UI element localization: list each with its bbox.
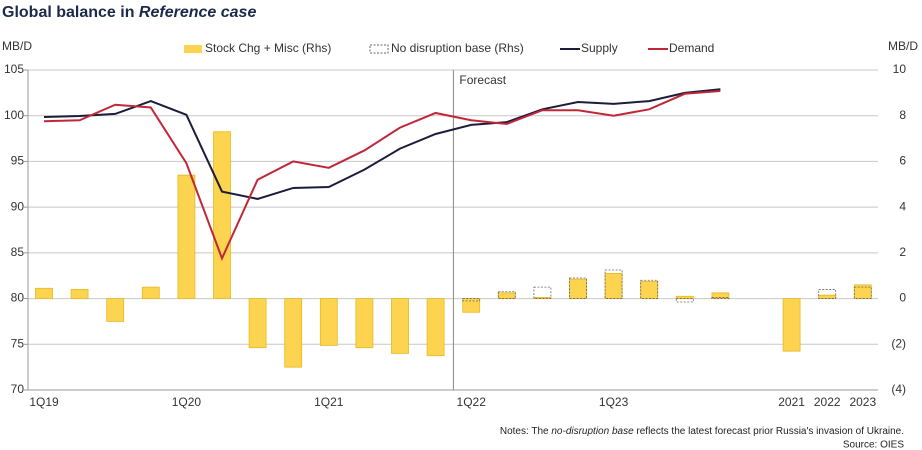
outline-bar xyxy=(533,286,552,299)
outline-bar xyxy=(569,277,587,299)
y-tick-label: 90 xyxy=(11,199,25,213)
y2-tick-label: 10 xyxy=(893,62,907,76)
bar xyxy=(497,292,516,299)
bar xyxy=(426,298,445,357)
chart-title: Global balance in Reference case xyxy=(2,4,256,21)
y-tick-label: 100 xyxy=(4,108,24,122)
y2-tick-label: 4 xyxy=(899,199,906,213)
note-text: Notes: The xyxy=(500,426,552,437)
outline-bar xyxy=(604,269,623,299)
y2-tick-label: (4) xyxy=(891,382,906,396)
title-italic: Reference case xyxy=(139,4,257,21)
bar xyxy=(106,298,125,322)
outline-bar xyxy=(711,297,730,299)
y2-tick-label: 6 xyxy=(899,154,906,168)
x-tick-label: 2021 xyxy=(778,395,805,409)
bar xyxy=(355,298,374,349)
y-axis-label: MB/D xyxy=(2,39,32,53)
legend-label: No disruption base (Rhs) xyxy=(391,41,524,55)
bar xyxy=(141,286,160,299)
x-tick-label: 1Q23 xyxy=(599,395,629,409)
outline-bar xyxy=(497,291,516,299)
bar xyxy=(35,287,53,299)
outline-bar xyxy=(675,298,694,303)
y2-tick-label: 2 xyxy=(899,245,906,259)
line xyxy=(43,90,721,261)
y-tick-label: 70 xyxy=(11,382,25,396)
outline-bar xyxy=(853,286,872,299)
bar xyxy=(782,298,801,352)
x-tick-label: 1Q20 xyxy=(172,395,202,409)
y-tick-label: 105 xyxy=(4,62,24,76)
bar xyxy=(319,298,338,346)
legend-label: Demand xyxy=(669,41,714,55)
bar xyxy=(640,281,659,299)
note-italic: no-disruption base xyxy=(551,426,634,437)
y2-tick-label: 0 xyxy=(899,291,906,305)
y2-tick-label: (2) xyxy=(891,336,906,350)
x-tick-label: 1Q22 xyxy=(457,395,487,409)
y-tick-label: 95 xyxy=(11,154,25,168)
legend-label: Stock Chg + Misc (Rhs) xyxy=(205,41,331,55)
y-tick-label: 85 xyxy=(11,245,25,259)
x-tick-label: 1Q21 xyxy=(314,395,344,409)
note-text: reflects the latest forecast prior Russi… xyxy=(634,426,904,437)
outline-bar xyxy=(462,298,481,302)
x-tick-label: 1Q19 xyxy=(29,395,59,409)
forecast-label: Forecast xyxy=(459,73,506,87)
bar xyxy=(604,273,623,299)
y2-axis-label: MB/D xyxy=(888,39,918,53)
outline-bar xyxy=(640,279,659,299)
x-tick-label: 2023 xyxy=(849,395,876,409)
outline-bar xyxy=(818,289,837,299)
title-text: Global balance in xyxy=(2,4,139,21)
legend-label: Supply xyxy=(581,41,618,55)
y-tick-label: 75 xyxy=(11,336,25,350)
bar xyxy=(248,298,267,349)
legend-swatch xyxy=(184,45,202,53)
notes: Notes: The no-disruption base reflects t… xyxy=(500,426,904,437)
bar xyxy=(177,174,196,299)
bar xyxy=(284,298,303,368)
source: Source: OIES xyxy=(843,440,904,450)
legend-swatch xyxy=(369,44,389,54)
x-tick-label: 2022 xyxy=(814,395,841,409)
bar xyxy=(711,292,730,299)
y2-tick-label: 8 xyxy=(899,108,906,122)
bar xyxy=(569,278,587,299)
bar xyxy=(818,294,837,299)
bar xyxy=(391,298,409,354)
line xyxy=(43,88,721,200)
bar xyxy=(70,289,89,299)
y-tick-label: 80 xyxy=(11,291,25,305)
bar xyxy=(213,131,231,299)
